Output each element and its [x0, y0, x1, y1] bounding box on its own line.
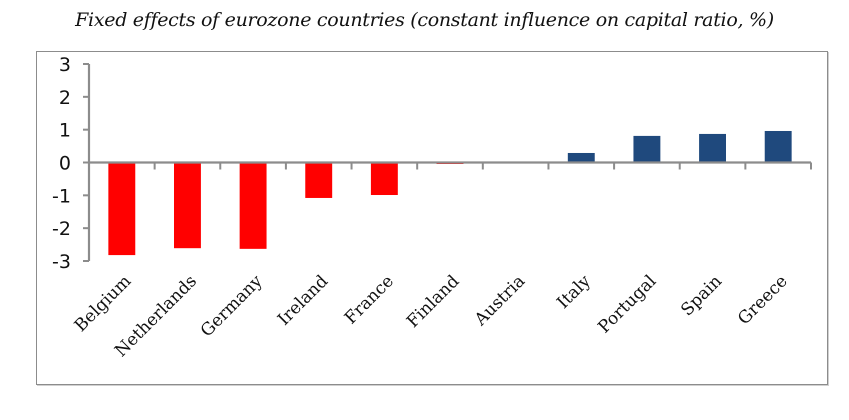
x-tick-label-germany: Germany	[197, 271, 267, 341]
y-tick-label: -3	[52, 251, 71, 273]
bars-layer	[108, 130, 792, 256]
y-tick-label: -2	[52, 218, 71, 240]
bar-portugal	[633, 135, 661, 163]
bar-greece	[764, 130, 792, 163]
chart-title: Fixed effects of eurozone countries (con…	[75, 9, 774, 31]
x-tick-label-portugal: Portugal	[594, 271, 660, 337]
bar-netherlands	[174, 162, 201, 249]
y-tick-labels: 3 2 1 0 -1 -2 -3	[52, 54, 71, 273]
bar-belgium	[108, 162, 136, 256]
x-tick-label-belgium: Belgium	[71, 271, 136, 336]
x-tick-label-finland: Finland	[403, 271, 464, 332]
y-tick-label: 1	[59, 120, 71, 142]
y-tick-label: 0	[59, 153, 71, 175]
bar-spain	[699, 133, 726, 163]
bar-germany	[239, 162, 267, 249]
x-tick-label-spain: Spain	[677, 271, 726, 320]
bar-ireland	[305, 162, 333, 198]
y-tick-label: 3	[59, 54, 71, 76]
bar-italy	[567, 152, 595, 163]
x-tick-label-austria: Austria	[470, 271, 529, 330]
bar-france	[370, 162, 398, 196]
y-tick-label: -1	[52, 185, 71, 207]
x-tick-label-france: France	[341, 271, 398, 328]
x-tick-label-ireland: Ireland	[274, 271, 332, 329]
x-tick-label-italy: Italy	[553, 271, 595, 313]
y-tick-label: 2	[59, 87, 71, 109]
chart-frame	[36, 51, 828, 385]
axis-layer	[83, 63, 812, 262]
x-tick-label-greece: Greece	[734, 271, 792, 329]
